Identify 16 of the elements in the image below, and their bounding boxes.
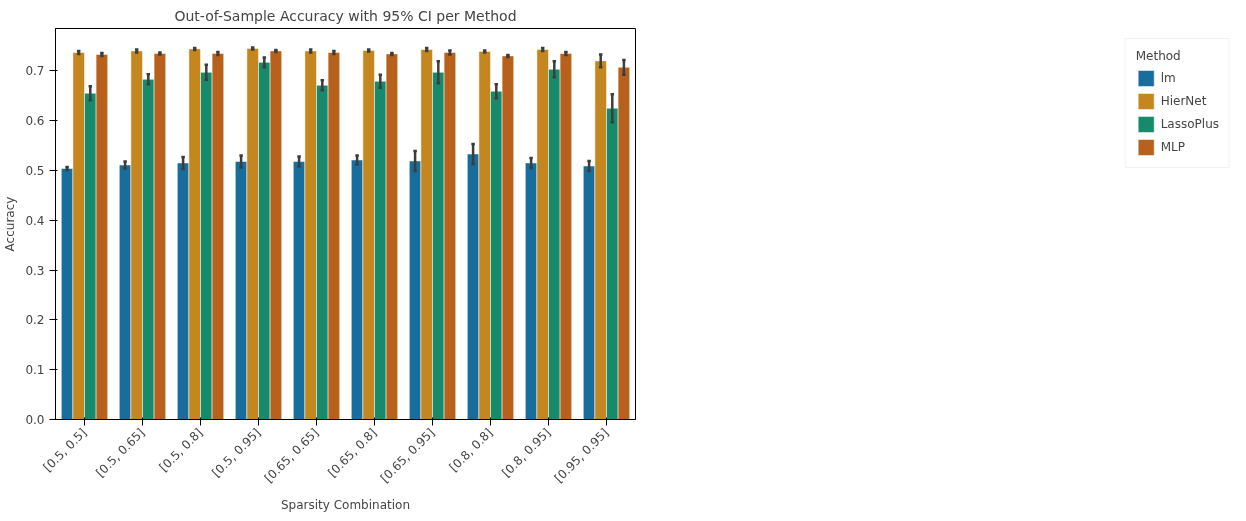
- y-tick-label: 0.4: [25, 213, 45, 228]
- legend-title: Method: [1135, 49, 1182, 63]
- legend-label: HierNet: [1160, 94, 1207, 108]
- y-tick-label: 0.7: [25, 64, 45, 79]
- chart-title: Out-of-Sample Accuracy with 95% CI per Method: [174, 7, 517, 24]
- y-axis-title: Accuracy: [3, 196, 18, 252]
- y-tick-label: 0.1: [25, 363, 45, 378]
- y-tick-label: 0.5: [25, 163, 45, 178]
- x-axis-title: Sparsity Combination: [280, 498, 411, 513]
- legend-label: LassoPlus: [1160, 117, 1219, 131]
- legend-label: MLP: [1160, 140, 1185, 154]
- y-tick-label: 0.6: [25, 114, 45, 129]
- y-tick-label: 0.3: [25, 263, 45, 278]
- legend-label: lm: [1160, 71, 1177, 85]
- y-tick-label: 0.0: [25, 413, 45, 427]
- y-tick-label: 0.2: [25, 313, 45, 328]
